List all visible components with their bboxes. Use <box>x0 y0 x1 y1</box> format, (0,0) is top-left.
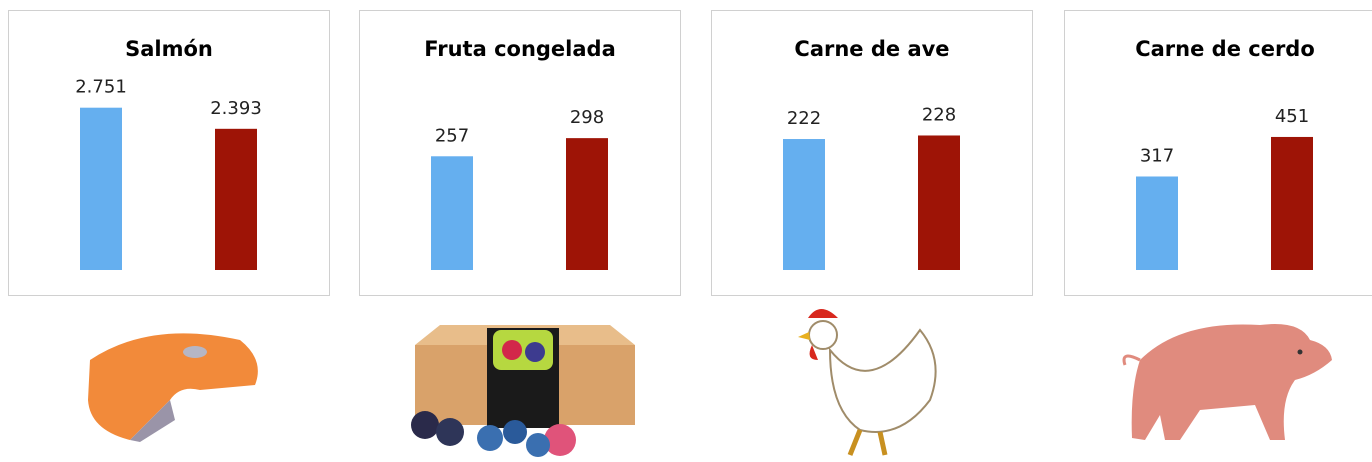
page: Salmón 2.751 2.393 Fruta congelada 257 298 Car… <box>0 0 1372 462</box>
salmon-icon <box>88 333 258 442</box>
value-label: 317 <box>1140 145 1174 166</box>
illustrations <box>88 309 1332 457</box>
chicken-icon <box>798 309 936 455</box>
value-label: 451 <box>1275 106 1309 127</box>
pig-icon <box>1124 324 1332 440</box>
chart-title: Salmón <box>125 37 213 61</box>
value-label: 2.393 <box>210 98 262 119</box>
bar <box>80 108 122 270</box>
value-label: 2.751 <box>75 77 127 98</box>
chart-title: Fruta congelada <box>424 37 616 61</box>
bar <box>1271 137 1313 270</box>
chart-title: Carne de ave <box>794 37 949 61</box>
value-label: 298 <box>570 107 604 128</box>
chart-panel: Salmón 2.751 2.393 <box>9 11 330 296</box>
value-label: 222 <box>787 108 821 129</box>
chart-panel: Carne de cerdo 317 451 <box>1065 11 1372 296</box>
frozen-fruit-icon <box>411 325 635 457</box>
bar <box>918 135 960 270</box>
value-label: 257 <box>435 125 469 146</box>
chart-panel: Fruta congelada 257 298 <box>360 11 681 296</box>
chart-panel: Carne de ave 222 228 <box>712 11 1033 296</box>
value-label: 228 <box>922 104 956 125</box>
bar <box>566 138 608 270</box>
bar <box>783 139 825 270</box>
bar <box>215 129 257 270</box>
chart-title: Carne de cerdo <box>1135 37 1315 61</box>
bar <box>431 156 473 270</box>
bar <box>1136 176 1178 270</box>
